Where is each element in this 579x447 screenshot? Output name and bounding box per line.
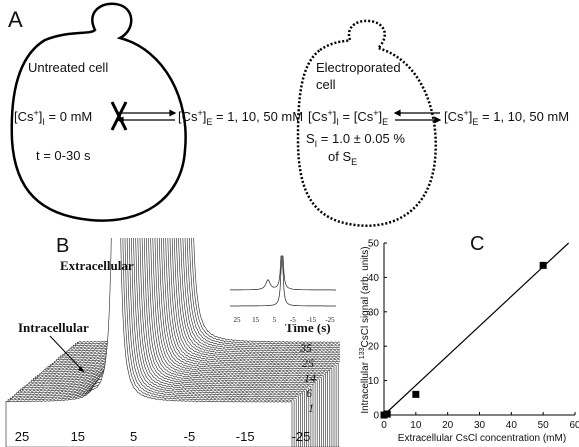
x-tick-label: -5 [184, 429, 196, 444]
inset-tick-label: -15 [307, 316, 317, 324]
sup: + [198, 108, 203, 118]
text: of S [328, 149, 351, 164]
text: = [Cs [339, 109, 374, 124]
x-tick-label: -15 [236, 429, 255, 444]
time-label: 6 [306, 386, 312, 400]
sub: I [315, 139, 318, 149]
pointer [49, 335, 85, 373]
text: [Cs [14, 109, 34, 124]
y-tick-label: 40 [368, 273, 380, 284]
inset-tick-label: -25 [325, 316, 335, 324]
panel-label: A [8, 7, 23, 32]
fit-line [383, 242, 570, 416]
sub: E [206, 117, 212, 127]
text: = 0 mM [45, 109, 92, 124]
text: = 1.0 ± 0.05 % [317, 131, 405, 146]
pointer [78, 366, 84, 372]
annotation: Intracellular [18, 320, 89, 335]
time-label: 25 [302, 356, 314, 370]
chart: 0 10 20 30 40 50 0 10 20 30 40 50 60 [368, 239, 579, 432]
inset-tick-label: -5 [290, 316, 296, 324]
spectra [5, 238, 340, 447]
sub: E [382, 117, 388, 127]
x-tick-label: 5 [130, 429, 137, 444]
panel-label: B [56, 235, 69, 257]
cell-title: Untreated cell [28, 60, 108, 75]
y-tick-label: 0 [373, 411, 379, 422]
x-tick-label: 0 [381, 420, 387, 431]
untreated-cell [10, 2, 187, 222]
x-tick-label: 20 [442, 420, 454, 431]
y-tick-label: 30 [368, 307, 380, 318]
x-tick-label: 10 [410, 420, 422, 431]
text: ] [203, 109, 207, 124]
y-tick-label: 10 [368, 376, 380, 387]
sup: + [373, 108, 378, 118]
annotation: Extracellular [60, 258, 134, 273]
text: ] [469, 109, 473, 124]
concentration: [Cs+]E = 1, 10, 50 mM [178, 108, 303, 127]
signal: SI = 1.0 ± 0.05 % [306, 131, 405, 149]
block-mark [110, 101, 128, 131]
x-tick-label: 30 [474, 420, 486, 431]
sub: I [42, 117, 45, 127]
panel-label: C [470, 233, 484, 255]
text: CsCl signal (arb. units) [360, 246, 371, 347]
x-tick-label: 50 [538, 420, 550, 431]
sup: 133 [359, 347, 366, 359]
y-tick-label: 20 [368, 342, 380, 353]
text: ] [379, 109, 383, 124]
x-tick-label: 15 [71, 429, 85, 444]
y-tick-label: 50 [368, 239, 380, 250]
inset: 25 15 5 -5 -15 -25 [230, 255, 336, 324]
text: = 1, 10, 50 mM [478, 109, 569, 124]
sup: + [34, 108, 39, 118]
cell-title: cell [316, 77, 336, 92]
point [383, 410, 391, 418]
inset-tick-label: 15 [252, 316, 260, 324]
time-label: 1 [308, 401, 314, 415]
time-range: t = 0-30 s [36, 148, 91, 163]
text: ] [333, 109, 337, 124]
text: Intracellular [360, 359, 371, 413]
sub: E [351, 157, 357, 167]
text: S [306, 131, 315, 146]
inset-tick-label: 5 [272, 316, 276, 324]
y-axis-label: Intracellular 133CsCl signal (arb. units… [359, 246, 371, 413]
concentration: [Cs+]I = 0 mM [14, 108, 92, 127]
sup: + [328, 108, 333, 118]
x-tick-label: 25 [15, 429, 29, 444]
time-label: 35 [299, 341, 312, 355]
cell-title: Electroporated [316, 60, 401, 75]
spectrum [5, 238, 293, 447]
concentration: [Cs+]I = [Cs+]E [308, 108, 388, 127]
signal: of SE [328, 149, 357, 167]
sub: I [336, 117, 339, 127]
text: = 1, 10, 50 mM [212, 109, 303, 124]
point [412, 390, 420, 398]
x-axis-label: Extracellular CsCl concentration (mM) [398, 433, 566, 444]
sup: + [464, 108, 469, 118]
inset-spectrum [230, 255, 336, 291]
point [539, 261, 547, 269]
inset [228, 252, 338, 324]
inset-tick-label: 25 [234, 316, 242, 324]
text: [Cs [178, 109, 198, 124]
x-tick-label: -25 [292, 429, 311, 444]
concentration: [Cs+]E = 1, 10, 50 mM [444, 108, 569, 127]
time-label: 14 [304, 371, 316, 385]
text: ] [39, 109, 43, 124]
inset-spectrum [230, 255, 336, 307]
x-tick-label: 40 [506, 420, 518, 431]
text: [Cs [444, 109, 464, 124]
x-tick-label: 60 [569, 420, 579, 431]
sub: E [472, 117, 478, 127]
text: [Cs [308, 109, 328, 124]
